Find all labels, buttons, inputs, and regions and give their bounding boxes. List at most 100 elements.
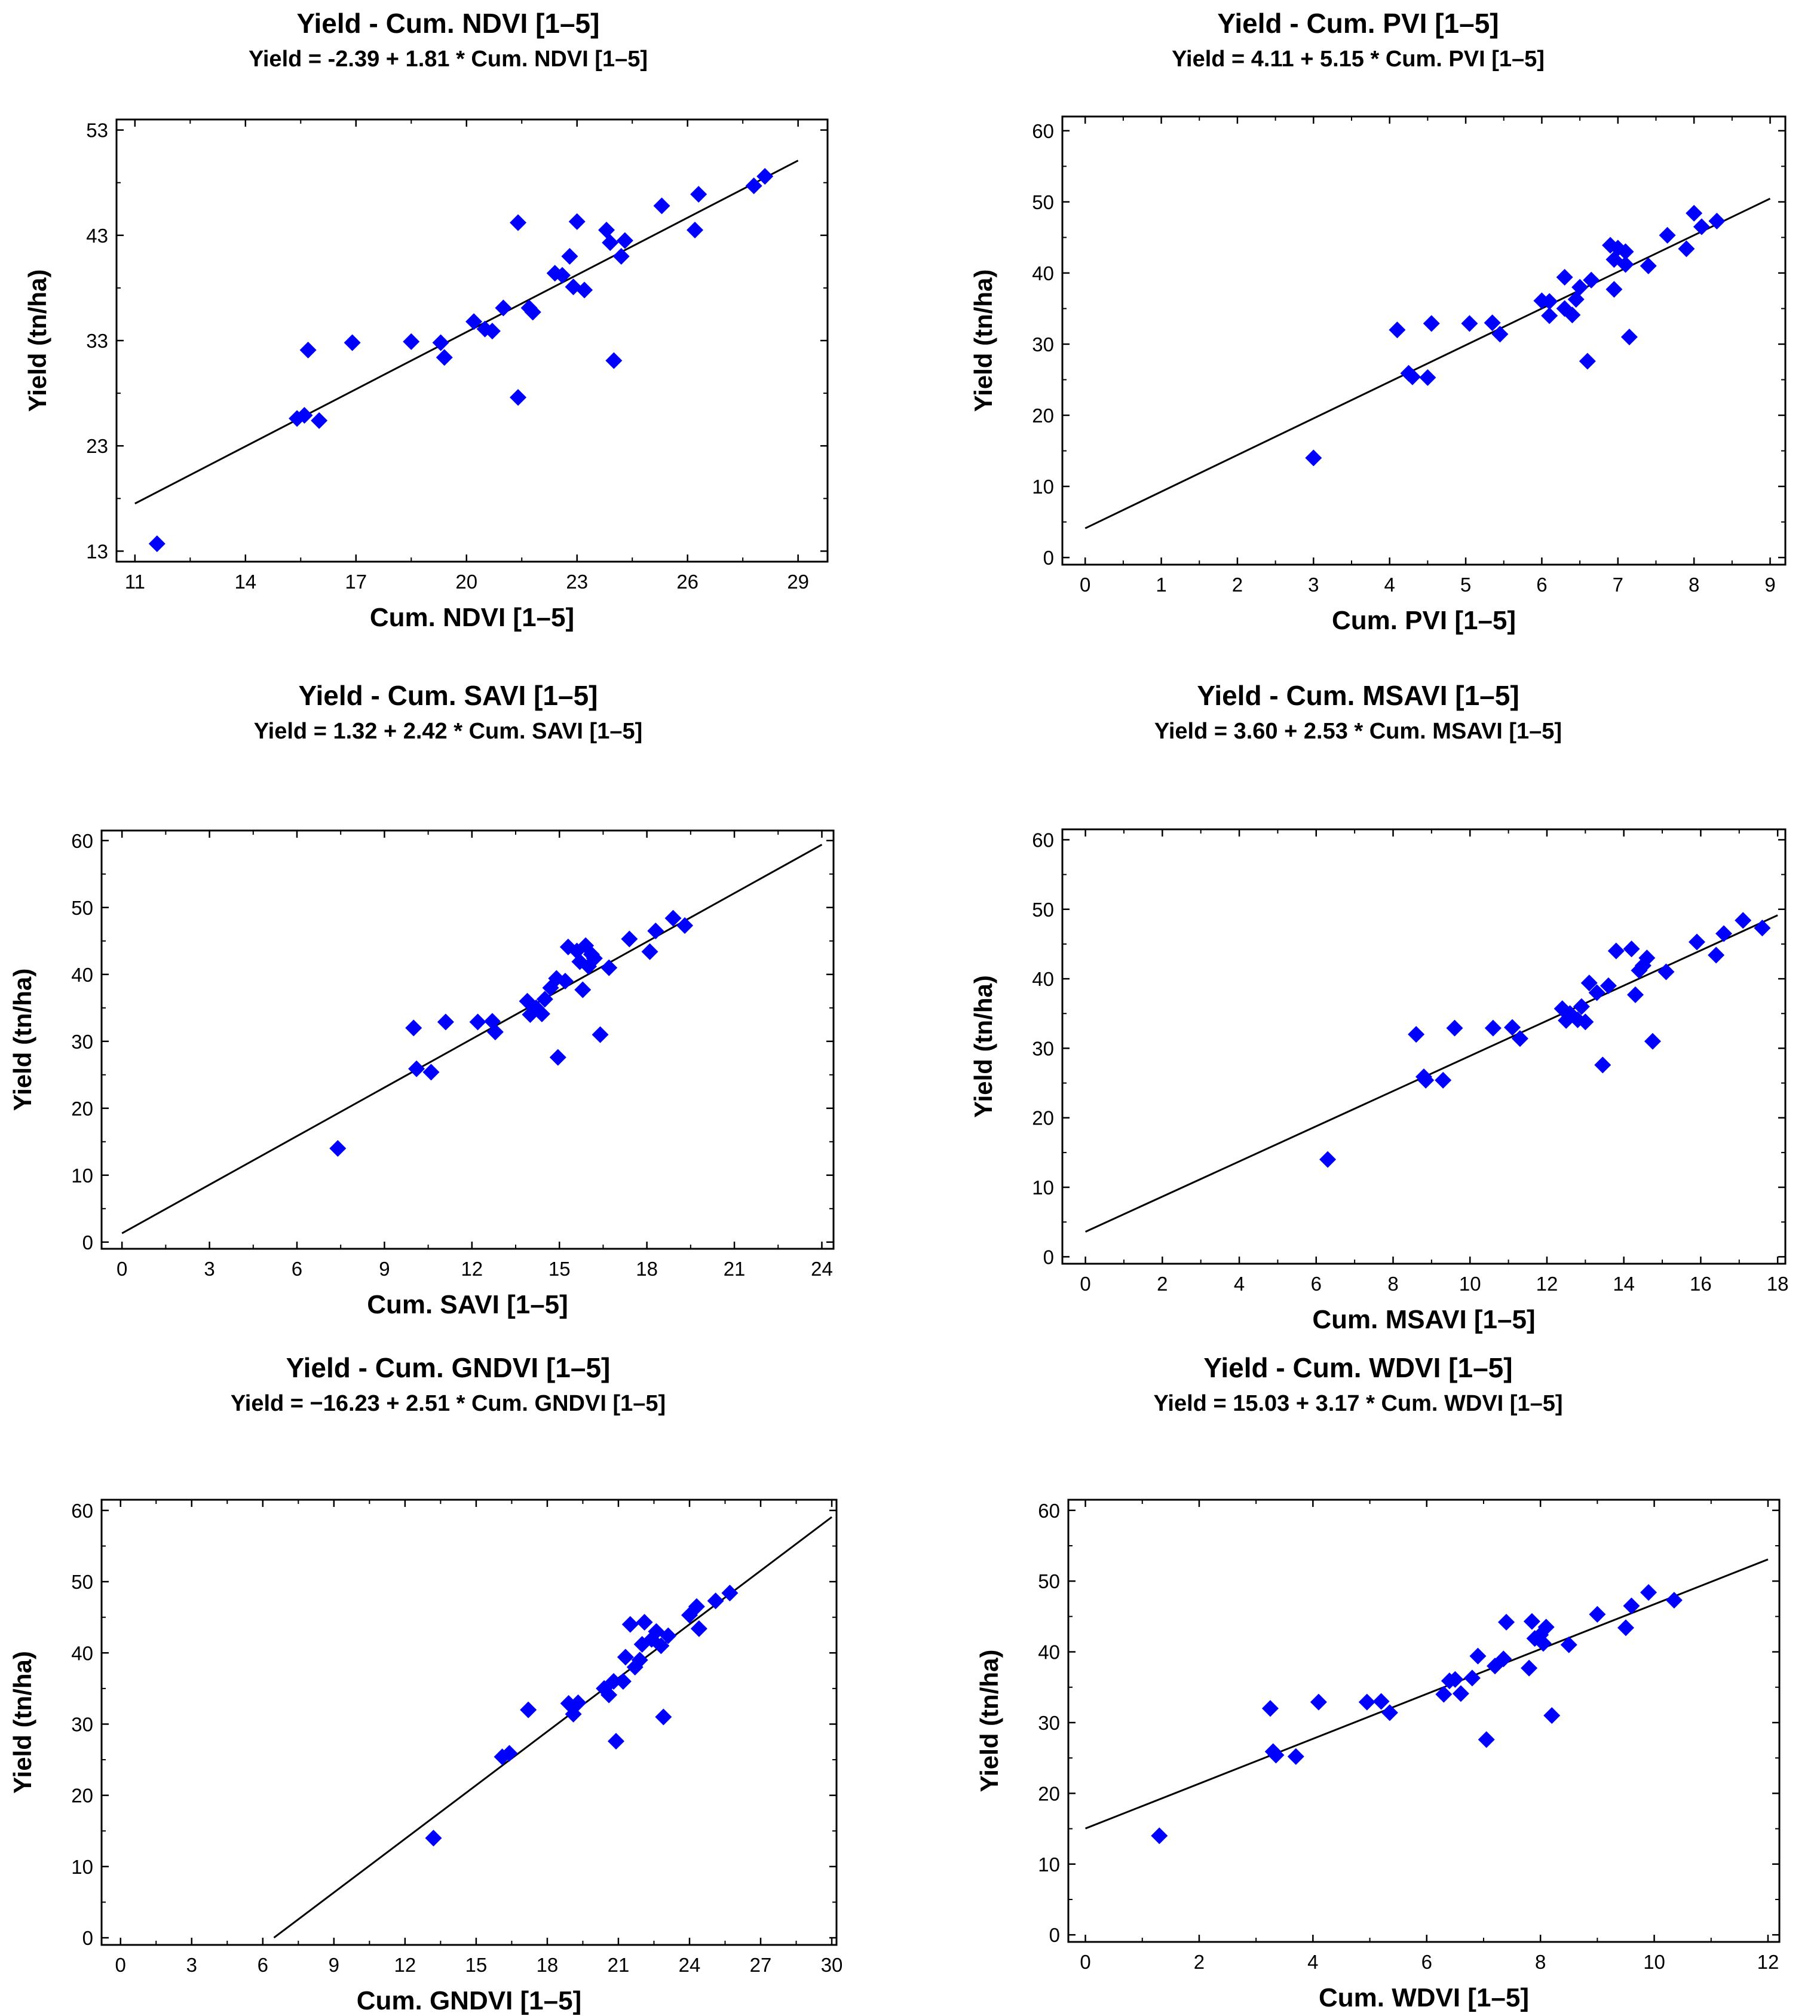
data-point: [1305, 449, 1322, 467]
data-point: [1526, 1630, 1543, 1647]
y-tick-label: 50: [1032, 899, 1054, 921]
y-tick-label: 20: [71, 1098, 93, 1120]
y-tick-label: 13: [86, 540, 108, 562]
data-point: [425, 1830, 442, 1847]
data-point: [1626, 986, 1644, 1003]
data-point: [568, 213, 586, 230]
regression-line: [273, 1516, 832, 1939]
x-tick-label: 0: [1080, 1951, 1090, 1973]
data-point: [655, 1708, 672, 1726]
data-point: [1463, 1669, 1481, 1687]
y-tick-label: 30: [1032, 333, 1054, 356]
y-tick-label: 30: [1032, 1037, 1054, 1059]
data-point: [664, 909, 682, 927]
x-tick-label: 23: [566, 571, 588, 593]
x-tick-label: 1: [1156, 574, 1166, 596]
data-point: [483, 323, 501, 340]
data-point: [1715, 925, 1733, 942]
x-tick-label: 18: [636, 1258, 658, 1280]
x-tick-label: 15: [549, 1258, 571, 1280]
scatter-plot-gndvi: 0 3 6 9 12 15 18 21 24 27 30 0 10 20 30 40 50 60 Cum. GNDV…: [8, 1499, 843, 2015]
x-tick-label: 9: [379, 1258, 390, 1280]
data-point: [602, 234, 619, 252]
x-tick-label: 17: [345, 571, 367, 593]
x-tick-label: 4: [1384, 574, 1395, 596]
y-tick-label: 60: [71, 1500, 93, 1522]
data-point: [510, 214, 527, 231]
data-point: [1605, 281, 1623, 298]
x-tick-label: 8: [1535, 1951, 1546, 1973]
x-tick-label: 10: [1459, 1273, 1481, 1295]
data-point: [571, 953, 589, 970]
data-point: [1561, 1005, 1579, 1022]
y-tick-label: 20: [1032, 1107, 1054, 1129]
data-point: [756, 168, 774, 185]
chart-panel-pvi: Yield - Cum. PVI [1–5] Yield = 4.11 + 5.…: [910, 0, 1806, 669]
data-point: [1541, 307, 1558, 324]
x-tick-label: 24: [679, 1954, 701, 1976]
data-point: [1408, 1026, 1425, 1043]
x-tick-label: 3: [186, 1954, 197, 1976]
data-point: [542, 979, 559, 997]
data-point: [1495, 1650, 1512, 1668]
x-tick-label: 15: [465, 1954, 488, 1976]
x-tick-label: 12: [1536, 1273, 1558, 1295]
data-point: [1573, 998, 1590, 1015]
x-axis-label: Cum. NDVI [1–5]: [370, 603, 574, 632]
data-point: [1423, 315, 1440, 332]
data-point: [524, 304, 541, 321]
data-point: [631, 1652, 648, 1669]
x-tick-label: 11: [125, 571, 145, 593]
data-point: [612, 248, 630, 265]
data-point: [636, 1614, 653, 1631]
y-tick-label: 50: [71, 1571, 93, 1593]
data-point: [1708, 213, 1726, 229]
data-point: [1686, 204, 1703, 222]
data-point: [1577, 1013, 1594, 1031]
regression-line: [1084, 914, 1778, 1233]
chart-equation: Yield = 15.03 + 3.17 * Cum. WDVI [1–5]: [1153, 1391, 1563, 1416]
y-axis-label: Yield (tn/ha): [23, 269, 51, 412]
x-tick-label: 6: [258, 1954, 268, 1976]
data-point: [1419, 369, 1436, 386]
data-point: [1602, 237, 1619, 254]
y-tick-label: 40: [1032, 968, 1054, 990]
data-point: [1617, 243, 1634, 261]
data-point: [1594, 1056, 1611, 1074]
data-point: [1532, 1626, 1549, 1644]
data-point: [605, 1672, 623, 1690]
data-point: [1688, 933, 1705, 951]
data-point: [1543, 1707, 1561, 1724]
data-point: [592, 1026, 609, 1043]
x-tick-label: 12: [1757, 1951, 1779, 1973]
data-point: [1588, 984, 1605, 1001]
data-point: [608, 1733, 624, 1750]
chart-equation: Yield = 4.11 + 5.15 * Cum. PVI [1–5]: [1172, 47, 1545, 72]
data-point: [148, 535, 166, 553]
y-tick-label: 20: [1032, 405, 1054, 427]
x-tick-label: 29: [787, 571, 809, 593]
data-point: [486, 1024, 504, 1041]
data-point: [600, 1686, 618, 1704]
x-tick-label: 14: [1613, 1273, 1635, 1295]
x-axis-label: Cum. GNDVI [1–5]: [357, 1986, 582, 2015]
x-tick-label: 16: [1690, 1273, 1712, 1295]
x-tick-label: 30: [821, 1954, 843, 1976]
y-tick-label: 0: [1049, 1924, 1060, 1946]
data-point: [1417, 1071, 1435, 1089]
y-tick-label: 60: [1038, 1500, 1060, 1522]
y-axis-label: Yield (tn/ha): [975, 1650, 1003, 1793]
data-point: [660, 1627, 677, 1644]
x-tick-label: 20: [455, 571, 477, 593]
data-point: [1446, 1019, 1463, 1037]
x-tick-label: 12: [461, 1258, 483, 1280]
data-point: [1617, 1619, 1634, 1637]
regression-line: [121, 844, 823, 1234]
x-tick-label: 6: [1311, 1273, 1322, 1295]
data-point: [1640, 1584, 1657, 1601]
data-point: [1620, 329, 1638, 346]
x-tick-label: 6: [292, 1258, 302, 1280]
chart-equation: Yield = -2.39 + 1.81 * Cum. NDVI [1–5]: [248, 47, 648, 72]
data-point: [1560, 1636, 1577, 1653]
data-point: [329, 1140, 347, 1157]
